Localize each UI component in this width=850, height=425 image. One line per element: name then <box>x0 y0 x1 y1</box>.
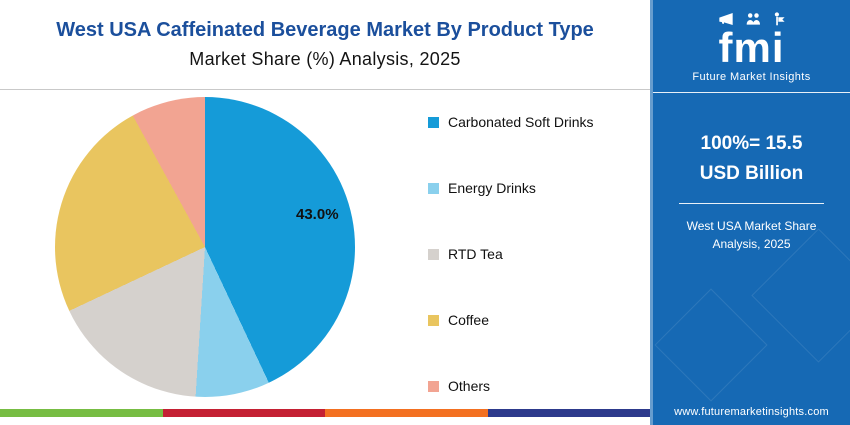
website-link: www.futuremarketinsights.com <box>674 406 829 418</box>
footer-strip <box>0 409 650 417</box>
page-title: West USA Caffeinated Beverage Market By … <box>56 19 594 41</box>
market-share-subtext: West USA Market Share Analysis, 2025 <box>686 218 817 251</box>
legend-label: Energy Drinks <box>448 180 536 196</box>
legend-label: Coffee <box>448 312 489 328</box>
legend-label: Carbonated Soft Drinks <box>448 114 594 130</box>
legend-swatch <box>428 182 439 194</box>
footer-strip-segment <box>162 409 325 417</box>
side-panel: fmi Future Market Insights 100%= 15.5 US… <box>650 0 850 425</box>
legend-item: RTD Tea <box>428 246 594 262</box>
legend-label: Others <box>448 378 491 394</box>
pie-chart <box>55 97 355 397</box>
flag-person-icon <box>772 12 786 26</box>
logo-subtext: Future Market Insights <box>692 71 811 84</box>
page-subtitle: Market Share (%) Analysis, 2025 <box>189 49 461 69</box>
pie-slice-label: 43.0% <box>296 206 339 223</box>
panel-divider <box>653 92 850 94</box>
legend-item: Coffee <box>428 312 594 328</box>
panel-divider <box>678 202 825 204</box>
fmi-logo: fmi Future Market Insights <box>653 0 850 83</box>
decorative-square <box>654 288 768 402</box>
main-section: West USA Caffeinated Beverage Market By … <box>0 0 650 417</box>
header: West USA Caffeinated Beverage Market By … <box>0 0 650 90</box>
legend-swatch <box>428 116 439 128</box>
legend-item: Energy Drinks <box>428 180 594 196</box>
legend-label: RTD Tea <box>448 246 503 262</box>
legend-swatch <box>428 380 439 392</box>
market-value-headline: 100%= 15.5 USD Billion <box>699 133 804 184</box>
legend: Carbonated Soft Drinks Energy Drinks RTD T… <box>428 114 594 394</box>
megaphone-icon <box>718 12 734 26</box>
logo-icons <box>653 10 850 26</box>
legend-swatch <box>428 248 439 260</box>
people-icon <box>744 12 762 26</box>
legend-item: Others <box>428 378 594 394</box>
footer-strip-segment <box>0 409 163 417</box>
footer-strip-segment <box>487 409 650 417</box>
logo-text: fmi <box>718 24 785 71</box>
footer-strip-segment <box>325 409 488 417</box>
legend-swatch <box>428 314 439 326</box>
legend-item: Carbonated Soft Drinks <box>428 114 594 130</box>
